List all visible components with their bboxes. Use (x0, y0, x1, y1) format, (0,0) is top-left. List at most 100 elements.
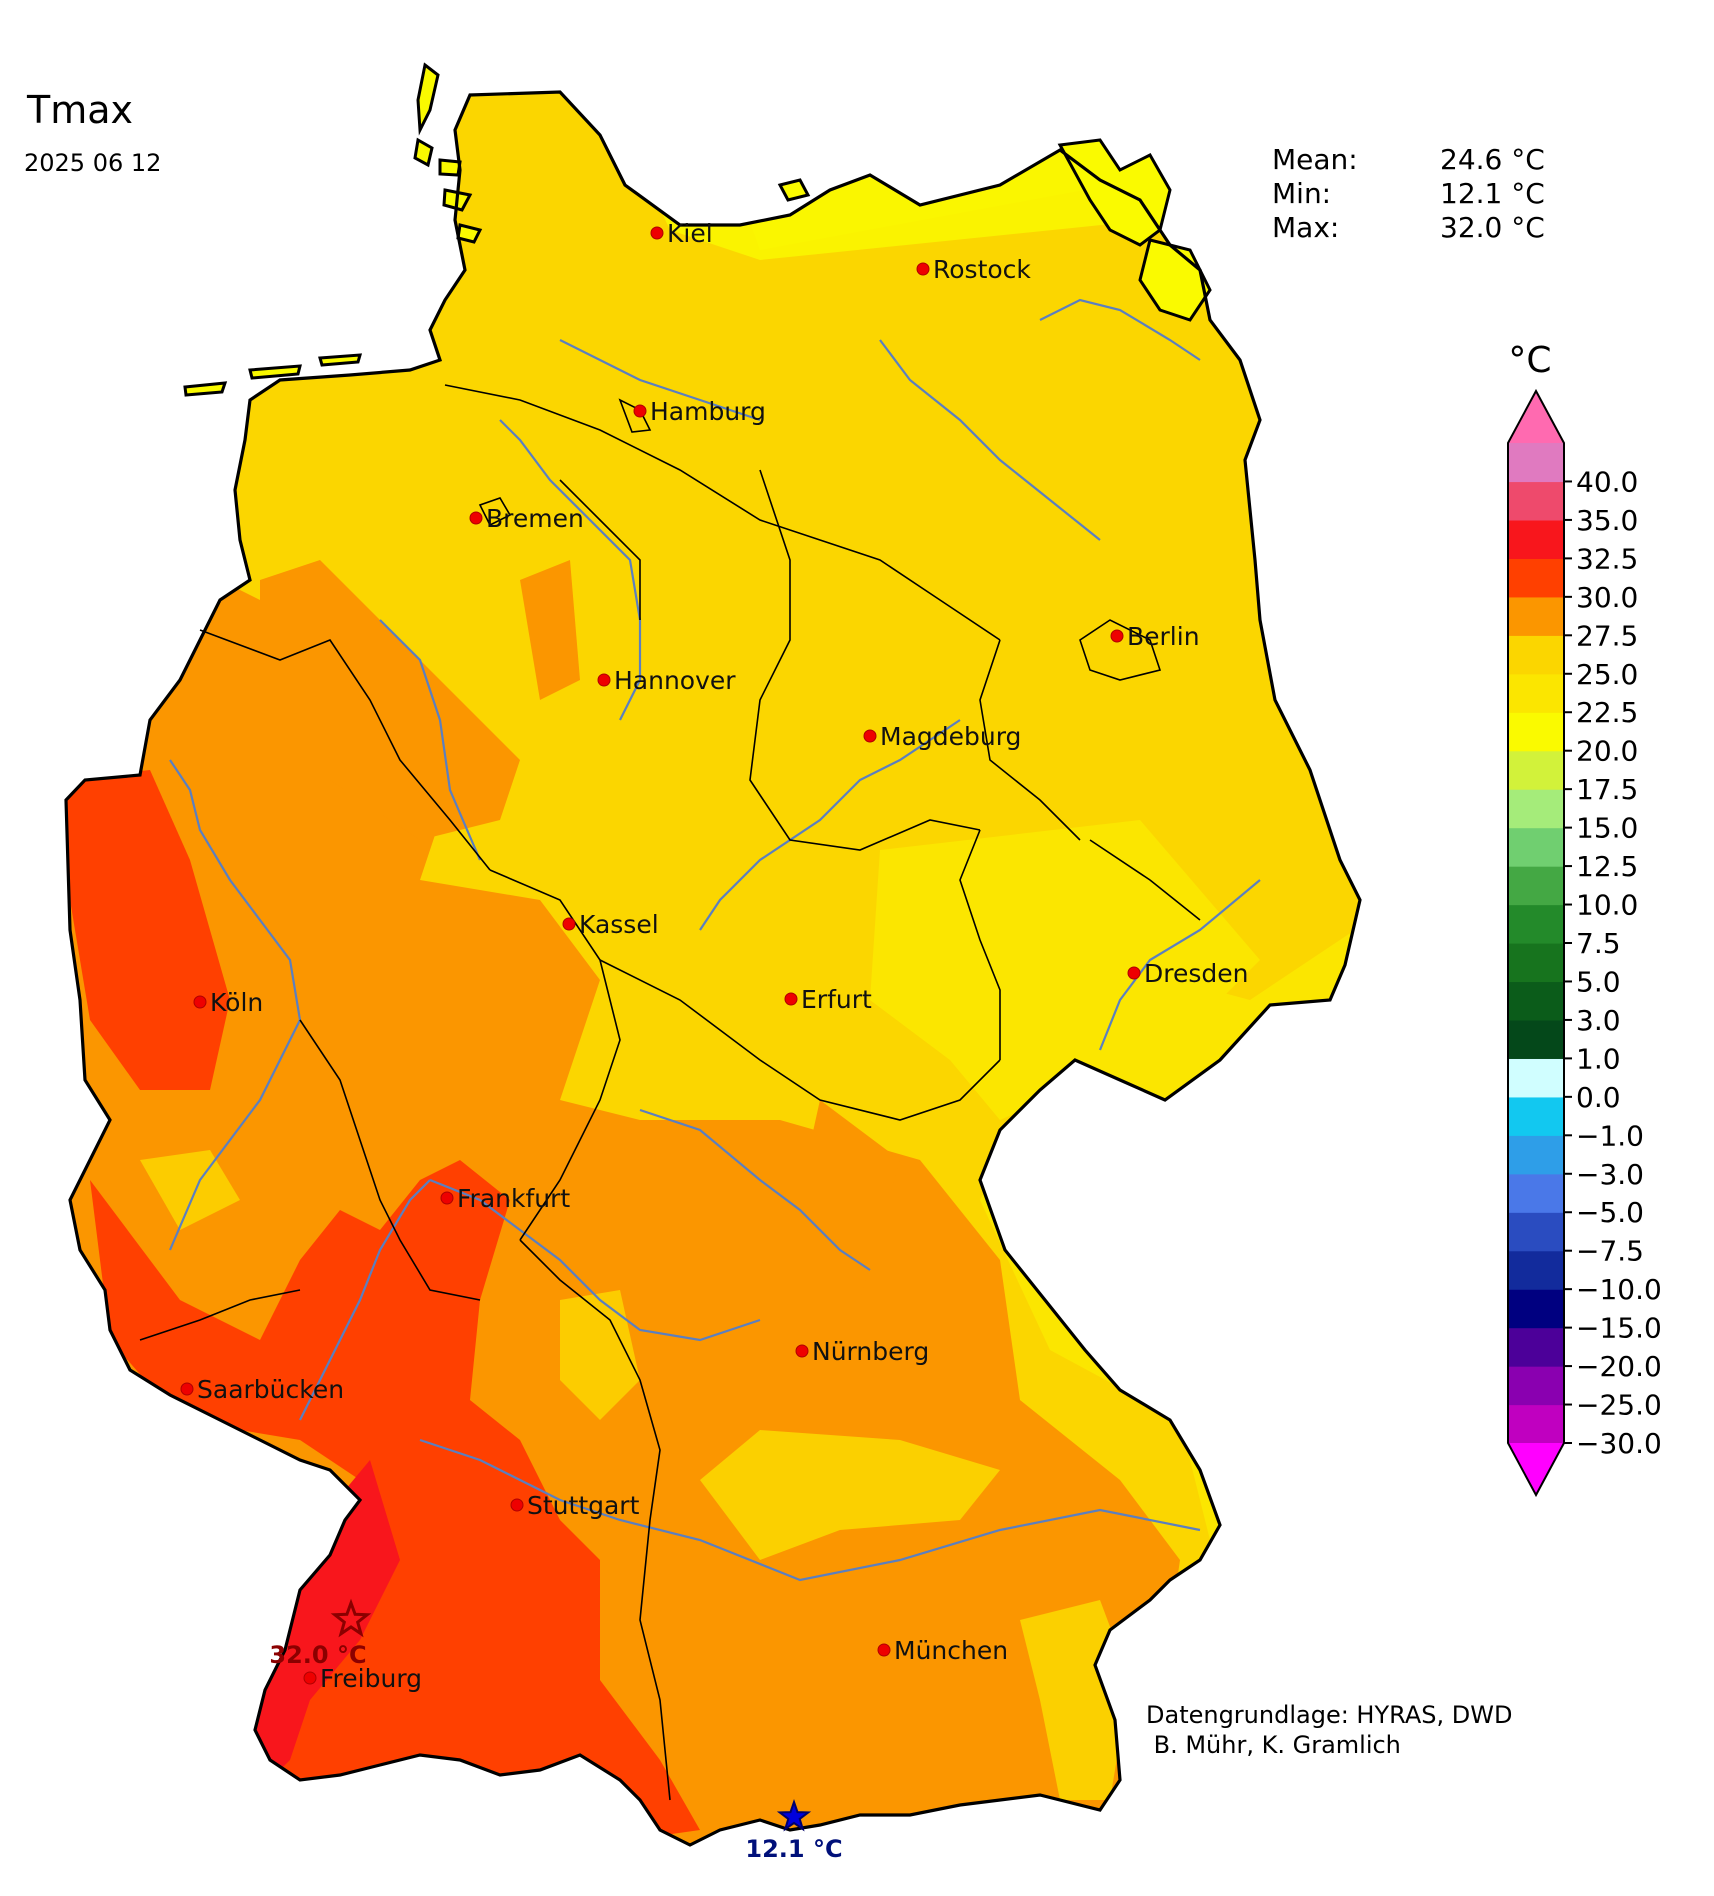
colorbar-segment (1508, 981, 1564, 1021)
city-dot (562, 917, 576, 931)
city-freiburg: Freiburg (303, 1664, 422, 1693)
colorbar-tick-label: 10.0 (1576, 889, 1638, 922)
colorbar-segment (1508, 443, 1564, 483)
city-dot (1110, 629, 1124, 643)
colorbar-tick-label: 20.0 (1576, 735, 1638, 768)
colorbar-segment (1508, 866, 1564, 906)
city-label: Magdeburg (880, 722, 1021, 751)
city-hannover: Hannover (597, 666, 736, 695)
colorbar-tick-label: 30.0 (1576, 581, 1638, 614)
min-value-label: 12.1 °C (745, 1835, 842, 1863)
city-label: Berlin (1127, 622, 1200, 651)
city-berlin: Berlin (1110, 622, 1200, 651)
colorbar-tick-label: 7.5 (1576, 927, 1621, 960)
city-magdeburg: Magdeburg (863, 722, 1021, 751)
city-dot (795, 1344, 809, 1358)
city-münchen: München (877, 1636, 1008, 1665)
city-hamburg: Hamburg (633, 397, 766, 426)
colorbar-segment (1508, 1135, 1564, 1175)
colorbar-tick-label: −5.0 (1576, 1196, 1644, 1229)
city-dot (469, 511, 483, 525)
colorbar-tick-label: 32.5 (1576, 542, 1638, 575)
city-köln: Köln (193, 988, 263, 1017)
colorbar-segment (1508, 1058, 1564, 1098)
stat-max: Max: 32.0 °C (1272, 211, 1545, 245)
colorbar-segment (1508, 558, 1564, 598)
city-label: München (894, 1636, 1008, 1665)
colorbar-segment (1508, 1173, 1564, 1213)
max-marker: 32.0 °C (269, 1598, 372, 1669)
colorbar-segment (1508, 481, 1564, 521)
city-dot (1127, 966, 1141, 980)
city-dot (597, 673, 611, 687)
colorbar-extend-min (1508, 1443, 1564, 1495)
city-stuttgart: Stuttgart (510, 1491, 640, 1520)
city-label: Frankfurt (457, 1184, 570, 1213)
colorbar-segment (1508, 1019, 1564, 1059)
colorbar-tick-label: −15.0 (1576, 1312, 1662, 1345)
city-label: Stuttgart (527, 1491, 640, 1520)
city-label: Hamburg (650, 397, 766, 426)
colorbar-segment (1508, 635, 1564, 675)
city-dot (650, 226, 664, 240)
colorbar-tick-label: −1.0 (1576, 1119, 1644, 1152)
colorbar-tick-label: −7.5 (1576, 1235, 1644, 1268)
colorbar-tick-label: 40.0 (1576, 465, 1638, 498)
colorbar-tick-label: 35.0 (1576, 504, 1638, 537)
city-label: Freiburg (320, 1664, 422, 1693)
colorbar-segment (1508, 1289, 1564, 1329)
colorbar-unit: °C (1508, 340, 1551, 381)
colorbar: °C −30.0 −25.0 −20.0 −15.0 −10.0 −7.5 −5.0 −3.0… (1507, 340, 1662, 1498)
colorbar-segment (1508, 1250, 1564, 1290)
colorbar-segment (1508, 904, 1564, 944)
city-label: Nürnberg (812, 1337, 929, 1366)
stats-panel: Mean: 24.6 °C Min: 12.1 °C Max: 32.0 °C (1272, 143, 1545, 245)
credit-line: B. Mühr, K. Gramlich (1146, 1731, 1401, 1759)
colorbar-tick-label: 27.5 (1576, 619, 1638, 652)
city-label: Saarbücken (197, 1375, 344, 1404)
city-dot (180, 1382, 194, 1396)
city-dot (877, 1643, 891, 1657)
colorbar-segment (1508, 596, 1564, 636)
colorbar-extend-max (1508, 391, 1564, 443)
city-nürnberg: Nürnberg (795, 1337, 929, 1366)
colorbar-tick-label: −3.0 (1576, 1158, 1644, 1191)
city-label: Köln (210, 988, 263, 1017)
city-label: Kassel (579, 910, 659, 939)
colorbar-tick-label: −20.0 (1576, 1350, 1662, 1383)
credits: Datengrundlage: HYRAS, DWD B. Mühr, K. G… (1146, 1700, 1512, 1760)
islands (183, 62, 1212, 397)
colorbar-segment (1508, 1327, 1564, 1367)
city-saarbücken: Saarbücken (180, 1375, 344, 1404)
stat-label: Max: (1272, 211, 1340, 244)
colorbar-tick-label: 3.0 (1576, 1004, 1621, 1037)
colorbar-segment (1508, 1404, 1564, 1444)
max-star-icon (330, 1598, 372, 1638)
stat-value: 12.1 °C (1440, 177, 1545, 210)
city-dot (633, 404, 647, 418)
city-label: Kiel (667, 219, 713, 248)
colorbar-tick-label: 5.0 (1576, 965, 1621, 998)
city-frankfurt: Frankfurt (440, 1184, 570, 1213)
stat-label: Mean: (1272, 143, 1358, 176)
colorbar-segment (1508, 789, 1564, 829)
city-dot (784, 992, 798, 1006)
city-dot (303, 1671, 317, 1685)
colorbar-tick-label: 1.0 (1576, 1042, 1621, 1075)
max-value-label: 32.0 °C (269, 1641, 366, 1669)
colorbar-tick-label: 12.5 (1576, 850, 1638, 883)
city-dot (863, 729, 877, 743)
city-rostock: Rostock (916, 255, 1031, 284)
colorbar-segment (1508, 1096, 1564, 1136)
colorbar-tick-label: 17.5 (1576, 773, 1638, 806)
state-borders (139, 384, 1201, 1801)
min-star-icon (776, 1798, 812, 1832)
city-label: Dresden (1144, 959, 1248, 988)
city-label: Hannover (614, 666, 736, 695)
city-dot (916, 262, 930, 276)
map-date: 2025 06 12 (24, 149, 162, 177)
colorbar-tick-label: −30.0 (1576, 1427, 1662, 1460)
map-title: Tmax (27, 88, 134, 132)
city-dot (193, 995, 207, 1009)
